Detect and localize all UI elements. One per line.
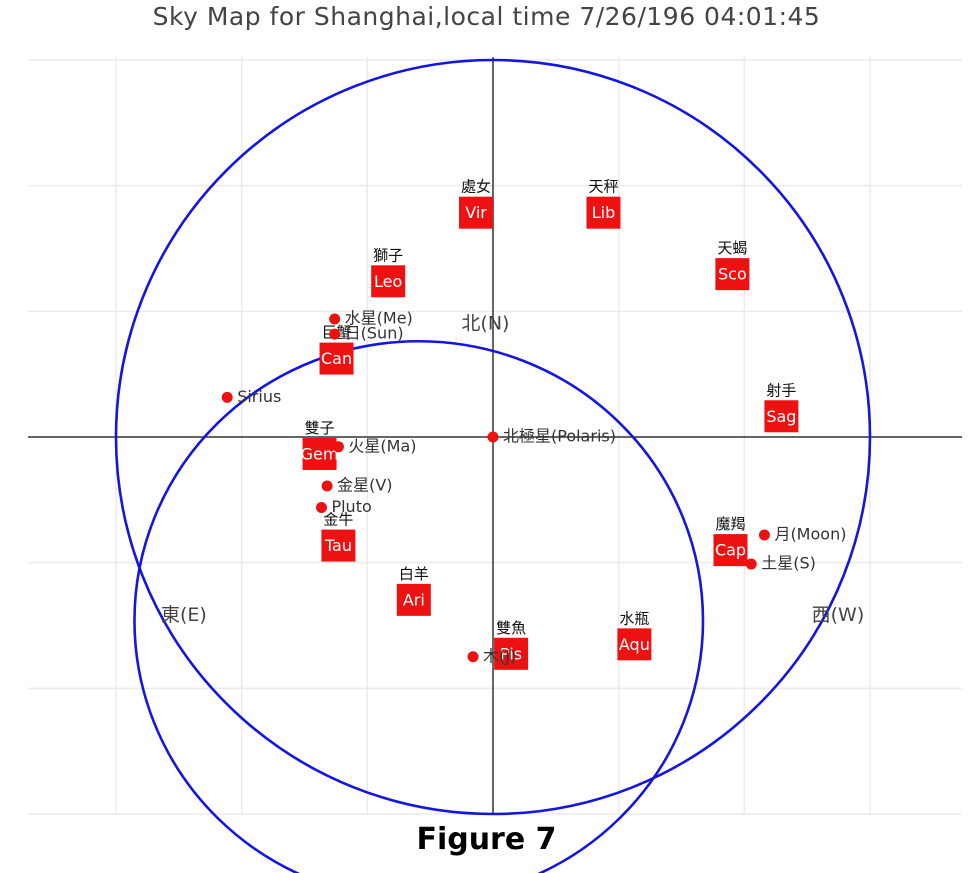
constellation-abbr: Gem bbox=[301, 444, 339, 463]
point-dot bbox=[315, 501, 327, 513]
constellation-name: 水瓶 bbox=[619, 609, 649, 627]
point-label: 日(Sun) bbox=[345, 324, 404, 343]
chart-title: Sky Map for Shanghai,local time 7/26/196… bbox=[152, 2, 821, 31]
constellation-marker: Leo 獅子 bbox=[371, 246, 406, 298]
constellation-abbr: Pis bbox=[500, 644, 522, 663]
constellation-box bbox=[617, 628, 652, 661]
constellation-abbr: Leo bbox=[374, 272, 402, 291]
constellation-name: 處女 bbox=[461, 178, 491, 196]
constellation-abbr: Sco bbox=[718, 265, 747, 284]
direction-label: 西(W) bbox=[812, 604, 865, 626]
point-dot bbox=[321, 480, 333, 492]
direction-label: 東(E) bbox=[161, 604, 207, 626]
constellation-box bbox=[396, 583, 431, 616]
point-dot bbox=[329, 328, 341, 340]
celestial-point: 水星(Me) bbox=[329, 308, 413, 327]
celestial-point: Sirius bbox=[221, 387, 281, 406]
constellation-box bbox=[713, 534, 748, 567]
constellation-marker: Vir 處女 bbox=[459, 178, 494, 229]
celestial-equator-ellipse bbox=[133, 340, 705, 873]
constellation-abbr: Cap bbox=[715, 541, 746, 560]
chart-marks: 北(N) 東(E) 西(W) Vir 處女 Lib 天秤 Leo 獅子 Sco 天蝎 Can巨蟹 Sag… bbox=[161, 178, 864, 670]
constellation-name: 天蝎 bbox=[717, 239, 747, 257]
constellation-marker: Sag 射手 bbox=[764, 381, 799, 433]
celestial-point: 木(J) bbox=[467, 646, 516, 665]
point-label: Pluto bbox=[331, 497, 371, 516]
celestial-point: 火星(Ma) bbox=[332, 436, 417, 455]
celestial-point: 土星(S) bbox=[745, 554, 816, 573]
constellation-marker: Ari 白羊 bbox=[396, 565, 431, 616]
celestial-point: 北極星(Polaris) bbox=[487, 427, 616, 446]
constellation-box bbox=[586, 196, 621, 229]
constellation-name: 金牛 bbox=[323, 511, 353, 529]
celestial-point: 月(Moon) bbox=[758, 525, 846, 544]
point-label: 北極星(Polaris) bbox=[503, 427, 616, 446]
constellation-name: 天秤 bbox=[588, 178, 618, 196]
horizon-circle bbox=[114, 58, 872, 816]
point-dot bbox=[329, 313, 341, 325]
constellation-marker: Sco 天蝎 bbox=[715, 239, 750, 291]
constellation-marker: Gem 雙子 bbox=[301, 419, 339, 470]
point-dot bbox=[467, 651, 479, 663]
constellation-abbr: Tau bbox=[324, 536, 352, 555]
constellation-box bbox=[302, 437, 337, 470]
celestial-point: 金星(V) bbox=[321, 476, 393, 495]
point-label: 火星(Ma) bbox=[348, 436, 416, 455]
constellation-box bbox=[321, 529, 356, 562]
constellation-box bbox=[371, 265, 406, 298]
constellation-marker: Aqu 水瓶 bbox=[617, 609, 652, 661]
constellation-abbr: Vir bbox=[465, 203, 487, 222]
celestial-point: 日(Sun) bbox=[329, 324, 404, 343]
point-label: Sirius bbox=[237, 387, 281, 406]
constellation-box bbox=[715, 258, 750, 291]
constellation-marker: Lib 天秤 bbox=[586, 178, 621, 229]
direction-label: 北(N) bbox=[461, 312, 509, 334]
constellation-box bbox=[459, 196, 494, 229]
constellation-abbr: Ari bbox=[403, 590, 425, 609]
constellation-marker: Tau 金牛 bbox=[321, 511, 356, 562]
point-dot bbox=[758, 529, 770, 541]
constellation-box bbox=[764, 400, 799, 433]
point-dot bbox=[487, 431, 499, 443]
point-dot bbox=[745, 558, 757, 570]
constellation-abbr: Can bbox=[321, 349, 352, 368]
constellation-box bbox=[319, 342, 354, 375]
sky-circles bbox=[114, 58, 872, 873]
figure-caption: Figure 7 bbox=[416, 822, 557, 857]
constellation-name: 雙子 bbox=[305, 419, 335, 437]
constellation-marker: Can巨蟹 bbox=[319, 324, 354, 375]
constellation-name: 射手 bbox=[766, 381, 796, 399]
point-dot bbox=[332, 441, 344, 453]
constellation-abbr: Lib bbox=[592, 203, 616, 222]
constellation-name: 獅子 bbox=[373, 246, 403, 264]
constellation-name: 白羊 bbox=[399, 565, 429, 583]
point-label: 月(Moon) bbox=[774, 525, 846, 544]
constellation-name: 魔羯 bbox=[716, 515, 746, 533]
point-label: 木(J) bbox=[483, 646, 516, 665]
point-label: 金星(V) bbox=[337, 476, 392, 495]
constellation-box bbox=[494, 637, 529, 670]
point-dot bbox=[221, 391, 233, 403]
constellation-marker: Cap 魔羯 bbox=[713, 515, 748, 567]
constellation-abbr: Aqu bbox=[619, 635, 650, 654]
constellation-name: 雙魚 bbox=[496, 619, 526, 637]
constellation-marker: Pis 雙魚 bbox=[494, 619, 529, 670]
celestial-point: Pluto bbox=[315, 497, 372, 516]
constellation-abbr: Sag bbox=[766, 407, 796, 426]
point-label: 土星(S) bbox=[761, 554, 816, 573]
point-label: 水星(Me) bbox=[345, 308, 413, 327]
